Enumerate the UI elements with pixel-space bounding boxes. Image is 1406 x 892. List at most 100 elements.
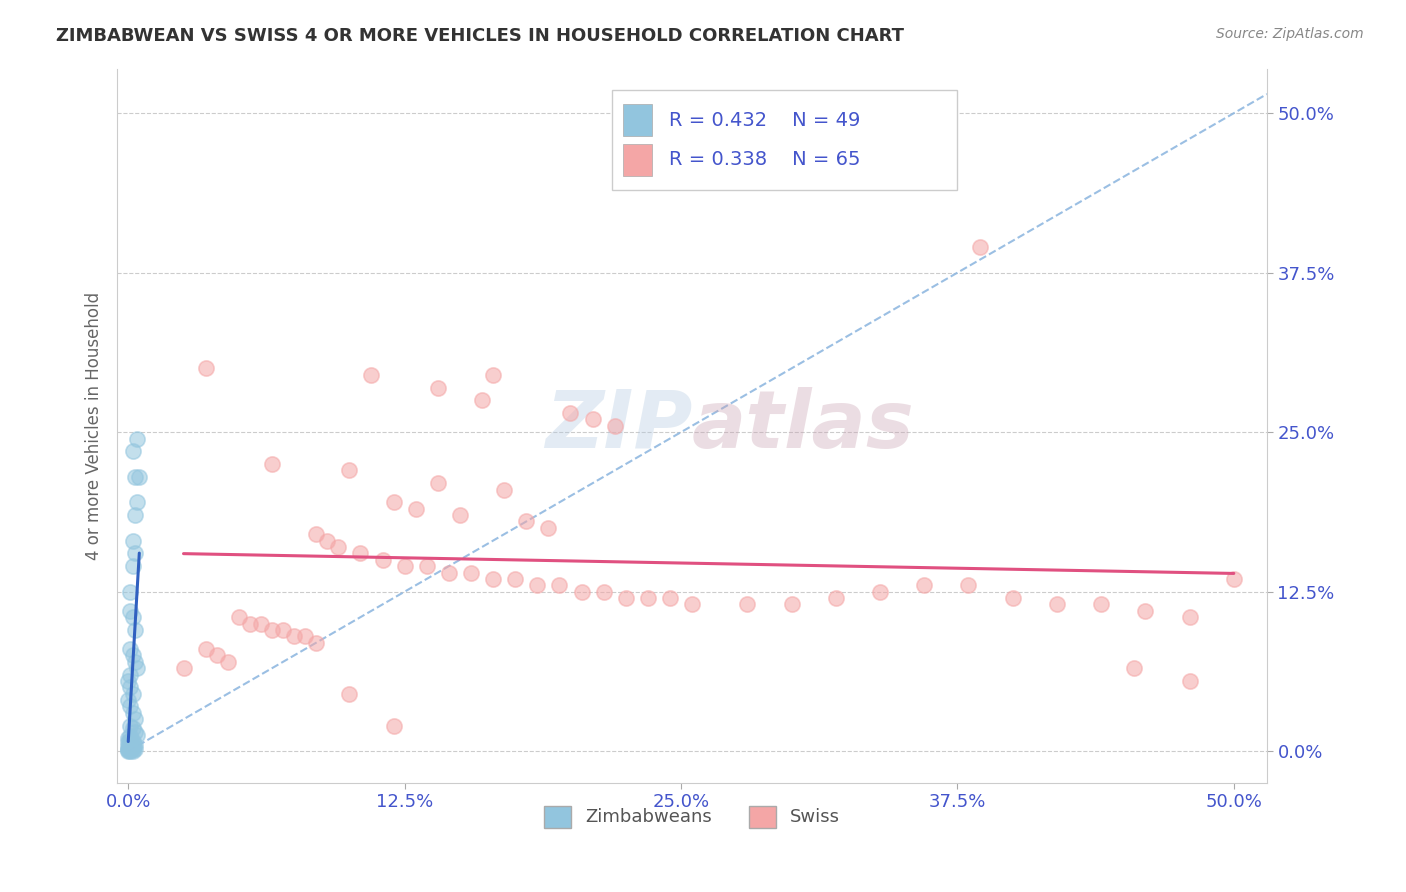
Point xyxy=(120,744,142,758)
Point xyxy=(120,740,142,755)
Point xyxy=(1135,604,1157,618)
Point xyxy=(121,559,143,574)
Point xyxy=(571,584,593,599)
Point xyxy=(969,240,991,254)
Point xyxy=(127,727,149,741)
Point xyxy=(124,623,146,637)
Point xyxy=(173,661,195,675)
Point xyxy=(1178,673,1201,688)
Point xyxy=(1223,572,1246,586)
Point xyxy=(482,368,505,382)
Point xyxy=(437,566,460,580)
Point xyxy=(337,687,360,701)
Point xyxy=(124,712,146,726)
Point xyxy=(120,718,142,732)
Point xyxy=(120,732,142,747)
Point xyxy=(239,616,262,631)
Point xyxy=(337,463,360,477)
Point xyxy=(494,483,516,497)
Point xyxy=(228,610,250,624)
Point xyxy=(382,495,405,509)
Point xyxy=(120,681,142,695)
Text: ZIMBABWEAN VS SWISS 4 OR MORE VEHICLES IN HOUSEHOLD CORRELATION CHART: ZIMBABWEAN VS SWISS 4 OR MORE VEHICLES I… xyxy=(56,27,904,45)
Point xyxy=(120,604,142,618)
Point xyxy=(603,418,626,433)
Point xyxy=(371,553,394,567)
Point xyxy=(405,501,427,516)
Point xyxy=(194,361,217,376)
Point xyxy=(592,584,614,599)
Point xyxy=(1001,591,1024,605)
Text: ZIP: ZIP xyxy=(544,387,692,465)
Text: atlas: atlas xyxy=(692,387,915,465)
Text: R = 0.432    N = 49: R = 0.432 N = 49 xyxy=(669,111,860,130)
Point xyxy=(780,598,803,612)
Point xyxy=(121,648,143,663)
Point xyxy=(294,629,316,643)
Point xyxy=(382,718,405,732)
Point xyxy=(1090,598,1112,612)
Point xyxy=(124,470,146,484)
Point xyxy=(482,572,505,586)
Point xyxy=(120,667,142,681)
Point xyxy=(117,739,139,753)
Point xyxy=(117,744,139,758)
Point xyxy=(250,616,273,631)
Point xyxy=(416,559,439,574)
FancyBboxPatch shape xyxy=(612,90,956,190)
Point xyxy=(117,741,139,756)
Point xyxy=(117,673,139,688)
Point xyxy=(120,729,142,743)
Point xyxy=(471,393,494,408)
Point xyxy=(124,725,146,739)
Point xyxy=(121,741,143,756)
Point xyxy=(117,743,139,757)
FancyBboxPatch shape xyxy=(623,104,652,136)
Point xyxy=(449,508,471,522)
Point xyxy=(316,533,339,548)
Point xyxy=(120,584,142,599)
Point xyxy=(120,741,142,756)
Point xyxy=(349,546,371,560)
Point xyxy=(503,572,526,586)
Point xyxy=(1046,598,1069,612)
Point xyxy=(548,578,571,592)
Point xyxy=(194,642,217,657)
Point xyxy=(124,741,146,756)
Point xyxy=(614,591,637,605)
Point xyxy=(117,731,139,746)
Point xyxy=(121,740,143,755)
Point xyxy=(869,584,891,599)
Point xyxy=(328,540,350,554)
Point xyxy=(824,591,846,605)
Point xyxy=(681,598,703,612)
Point xyxy=(537,521,560,535)
Y-axis label: 4 or more Vehicles in Household: 4 or more Vehicles in Household xyxy=(86,292,103,560)
Point xyxy=(581,412,603,426)
Point xyxy=(912,578,935,592)
Point xyxy=(124,508,146,522)
Point xyxy=(305,636,328,650)
Point xyxy=(1178,610,1201,624)
Point xyxy=(560,406,582,420)
Point xyxy=(120,699,142,714)
Point xyxy=(127,661,149,675)
Point xyxy=(117,735,139,749)
Point xyxy=(120,642,142,657)
Point xyxy=(121,533,143,548)
Point xyxy=(117,693,139,707)
Point xyxy=(260,457,283,471)
Point xyxy=(121,687,143,701)
Point xyxy=(121,734,143,748)
Point xyxy=(305,527,328,541)
Point xyxy=(737,598,759,612)
Point xyxy=(515,515,537,529)
Point xyxy=(124,546,146,560)
Point xyxy=(1123,661,1146,675)
Point xyxy=(121,610,143,624)
Point xyxy=(283,629,305,643)
Point xyxy=(637,591,659,605)
Text: R = 0.338    N = 65: R = 0.338 N = 65 xyxy=(669,150,860,169)
Point xyxy=(121,706,143,720)
Point xyxy=(526,578,548,592)
